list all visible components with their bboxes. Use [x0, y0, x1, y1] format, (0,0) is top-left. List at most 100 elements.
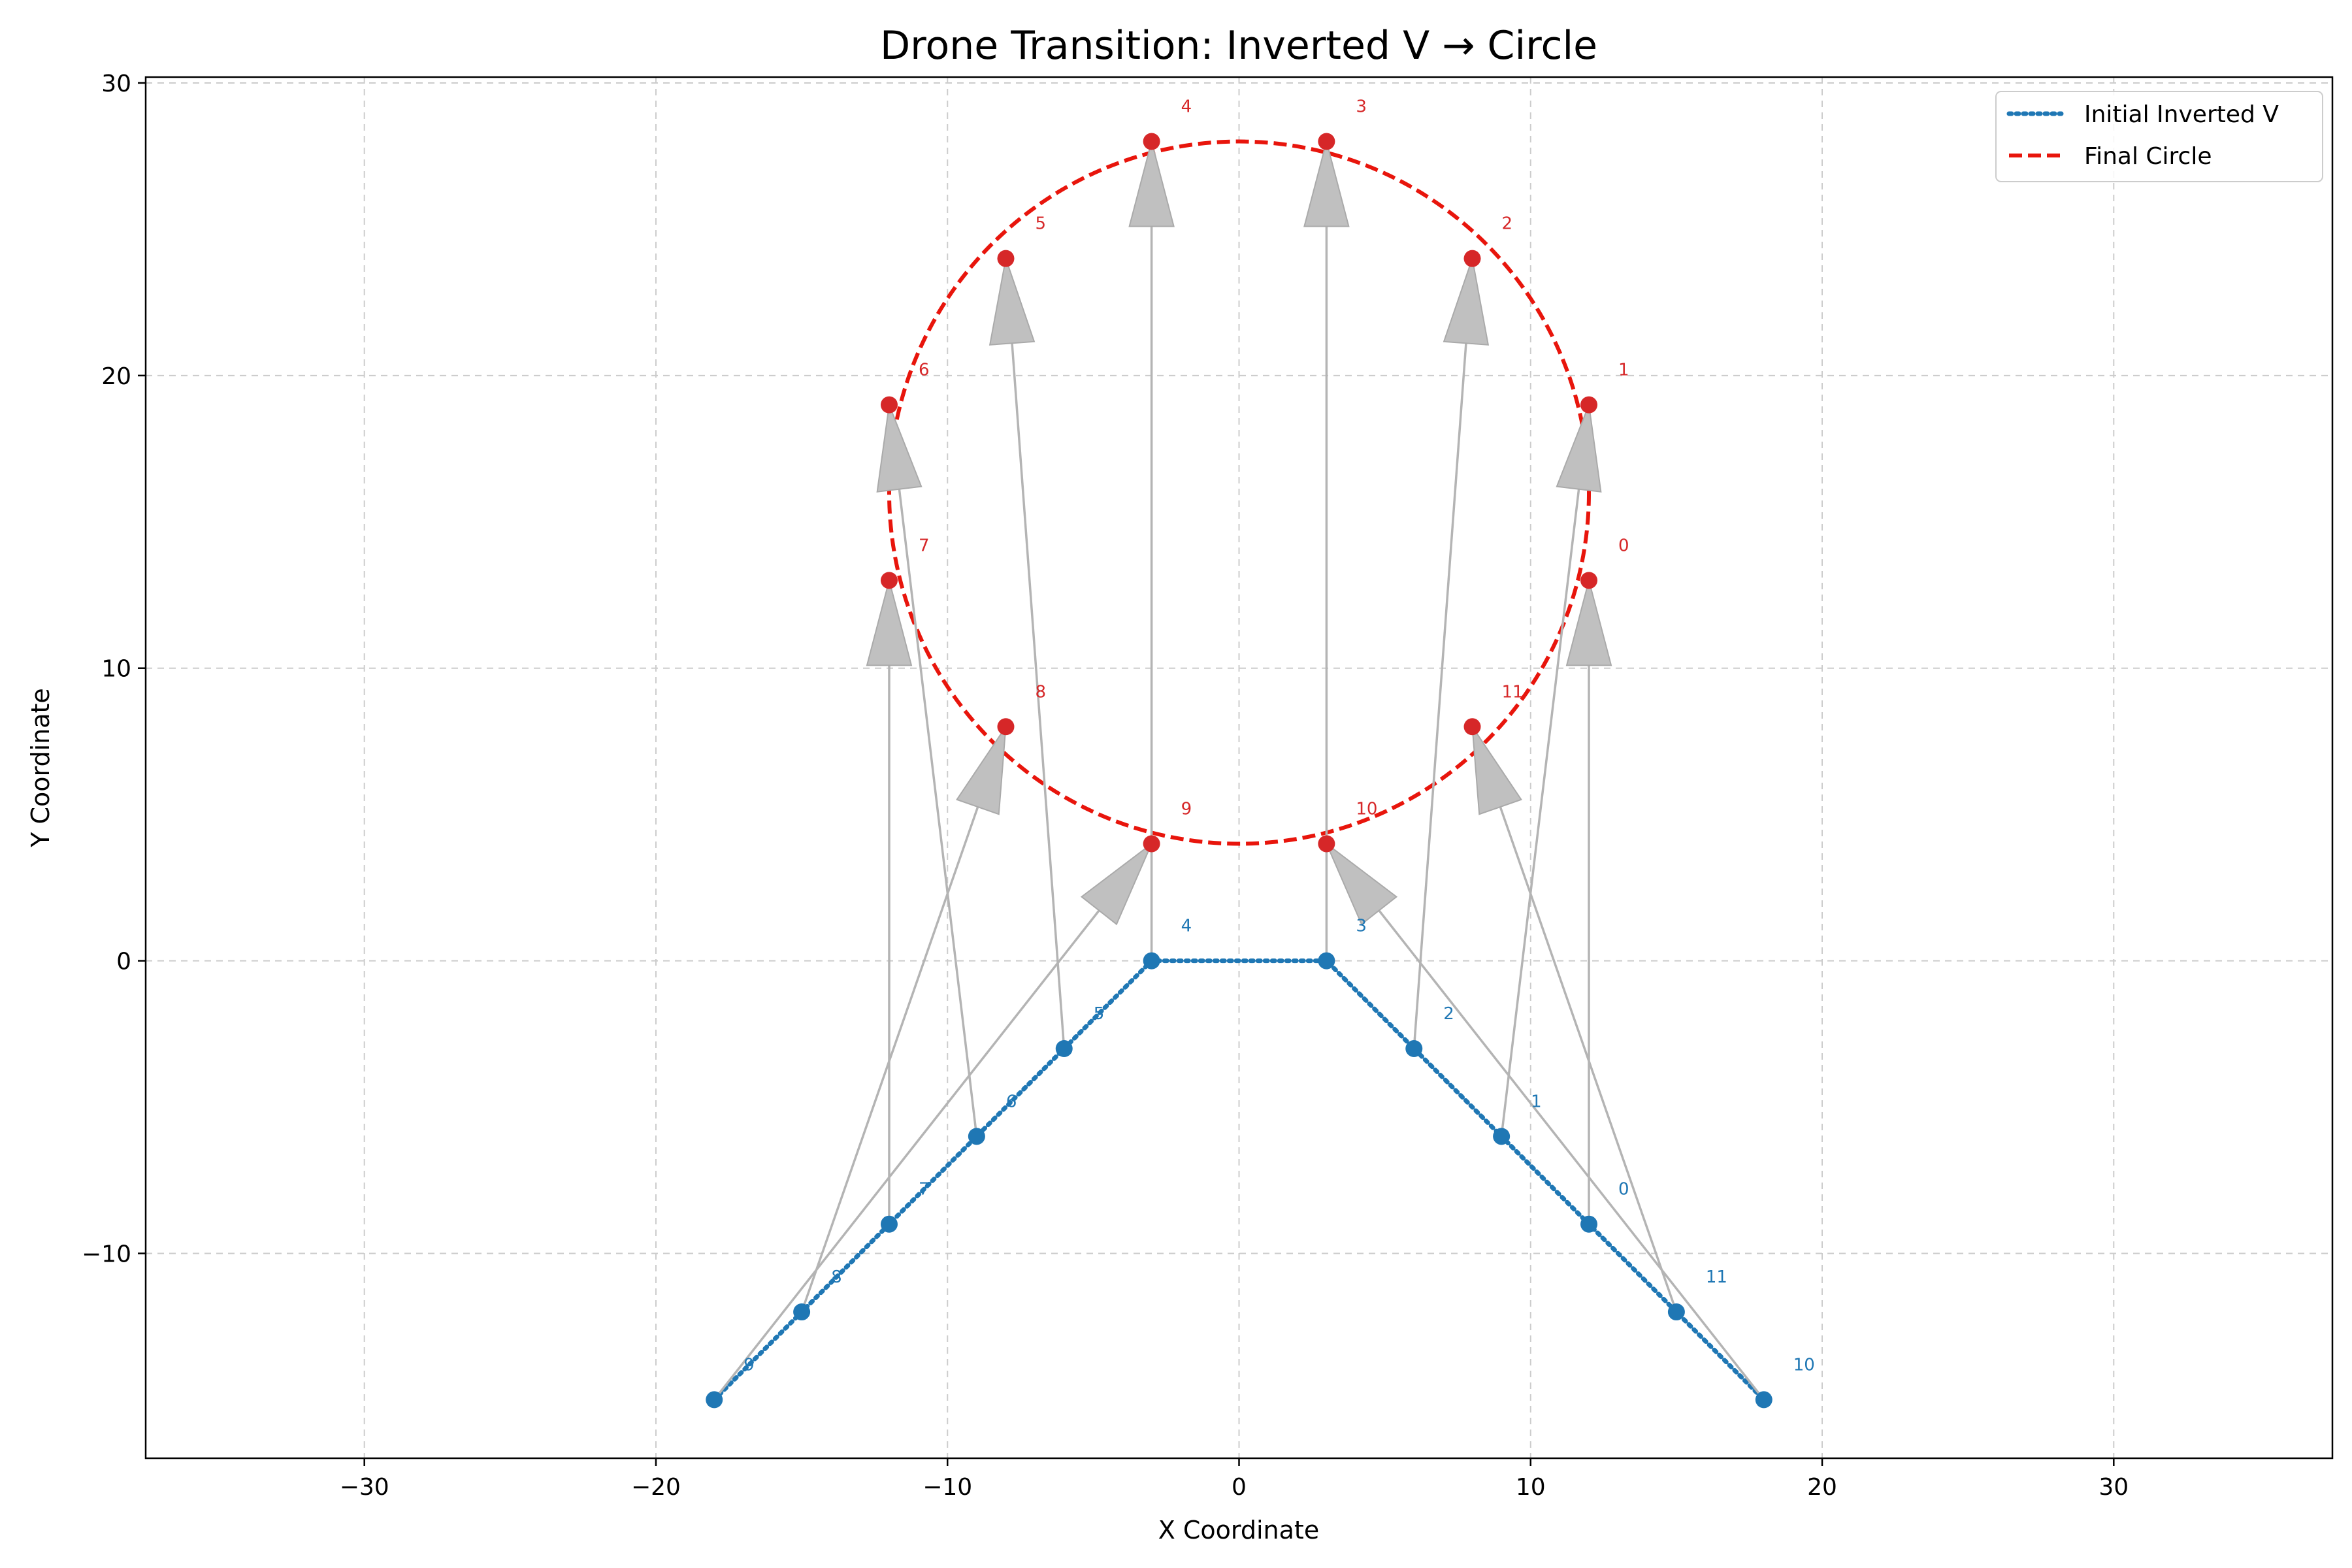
- final-point: [1463, 718, 1481, 736]
- initial-point-label: 6: [1006, 1092, 1017, 1111]
- final-point-label: 7: [919, 536, 930, 555]
- arrow-shaft: [1413, 343, 1467, 1049]
- legend: Initial Inverted V Final Circle: [1995, 91, 2323, 182]
- arrow-head: [988, 255, 1036, 346]
- legend-label-initial: Initial Inverted V: [2084, 101, 2279, 128]
- initial-point: [793, 1303, 811, 1321]
- final-point-label: 2: [1502, 214, 1513, 234]
- final-point: [997, 718, 1015, 736]
- initial-point: [1055, 1039, 1073, 1057]
- arrow-head: [1565, 578, 1612, 666]
- initial-v-line: [711, 958, 1767, 1402]
- final-point-label: 10: [1356, 799, 1377, 819]
- final-point: [1143, 133, 1160, 150]
- final-point-label: 1: [1618, 361, 1629, 380]
- arrow-head: [876, 402, 923, 493]
- initial-point-label: 7: [919, 1180, 930, 1200]
- arrow-head: [1128, 139, 1175, 227]
- y-tick-label: 20: [101, 363, 131, 390]
- x-axis-label: X Coordinate: [1158, 1516, 1319, 1544]
- arrow-head: [1303, 139, 1350, 227]
- final-point: [1143, 835, 1160, 853]
- y-ticks: −10 0 10 20 30: [82, 71, 146, 1267]
- transition-arrow: [866, 578, 913, 1224]
- v-line: [711, 958, 1767, 1402]
- initial-point-label: 10: [1793, 1355, 1815, 1375]
- arrow-head: [1443, 255, 1490, 346]
- transition-arrow: [876, 402, 978, 1137]
- initial-point-label: 11: [1706, 1267, 1727, 1287]
- x-tick-label: −20: [631, 1474, 681, 1501]
- initial-point: [1143, 952, 1160, 970]
- final-point: [1463, 250, 1481, 267]
- final-point-label: 8: [1035, 682, 1046, 702]
- final-point-label: 11: [1502, 682, 1524, 702]
- chart-title: Drone Transition: Inverted V → Circle: [880, 23, 1597, 69]
- initial-point-label: 8: [831, 1267, 842, 1287]
- initial-point: [1755, 1391, 1772, 1409]
- final-point-label: 4: [1181, 97, 1192, 117]
- point-labels: 0 1 2 3 4 5 6 7 8 9 10 11 0 1 2 3 4 5 6 7 8 9 10 11: [743, 97, 1815, 1375]
- initial-point: [706, 1391, 723, 1409]
- transition-arrow: [1324, 841, 1765, 1401]
- y-axis-label: Y Coordinate: [26, 688, 55, 848]
- transition-arrow: [988, 255, 1066, 1049]
- final-circle-line: [887, 139, 1592, 846]
- initial-point-label: 4: [1181, 917, 1192, 936]
- circle-line: [887, 139, 1592, 846]
- transition-arrow: [713, 841, 1154, 1401]
- arrow-head: [1556, 402, 1602, 493]
- transition-arrow: [800, 724, 1007, 1313]
- final-point: [1580, 396, 1598, 414]
- arrow-shaft: [1499, 806, 1678, 1313]
- x-tick-label: 20: [1807, 1474, 1837, 1501]
- points: [706, 133, 1772, 1409]
- final-point: [880, 572, 898, 589]
- x-tick-label: 10: [1516, 1474, 1546, 1501]
- y-tick-label: 30: [101, 71, 131, 97]
- initial-point: [968, 1128, 985, 1145]
- arrow-head: [1471, 724, 1522, 815]
- arrow-shaft: [1378, 909, 1765, 1401]
- y-tick-label: −10: [82, 1241, 131, 1267]
- arrow-shaft: [800, 806, 979, 1313]
- final-point: [997, 250, 1015, 267]
- initial-point-label: 1: [1531, 1092, 1542, 1111]
- final-point-label: 0: [1618, 536, 1629, 555]
- arrow-shaft: [1500, 489, 1580, 1137]
- initial-point-label: 3: [1356, 917, 1367, 936]
- grid: [146, 77, 2332, 1458]
- initial-point: [1580, 1215, 1598, 1233]
- transition-arrow: [1565, 578, 1612, 1224]
- arrow-head: [866, 578, 913, 666]
- initial-point-label: 0: [1618, 1180, 1629, 1200]
- initial-point: [1667, 1303, 1685, 1321]
- initial-point: [1493, 1128, 1511, 1145]
- final-point-label: 6: [919, 361, 930, 380]
- transition-arrow: [1471, 724, 1678, 1313]
- final-point-label: 3: [1356, 97, 1367, 117]
- y-tick-label: 0: [116, 949, 131, 975]
- initial-point: [1318, 952, 1335, 970]
- arrow-head: [956, 724, 1007, 815]
- arrow-head: [1324, 841, 1398, 926]
- final-point: [880, 396, 898, 414]
- arrow-shaft: [713, 909, 1100, 1401]
- final-point: [1318, 835, 1335, 853]
- transition-arrow: [1413, 255, 1490, 1049]
- transition-arrow: [1500, 402, 1602, 1137]
- final-point: [1580, 572, 1598, 589]
- x-ticks: −30 −20 −10 0 10 20 30: [340, 1458, 2129, 1501]
- initial-point: [1405, 1039, 1423, 1057]
- x-tick-label: −30: [340, 1474, 389, 1501]
- final-point-label: 9: [1181, 799, 1192, 819]
- arrow-shaft: [1011, 343, 1066, 1049]
- x-tick-label: −10: [923, 1474, 972, 1501]
- initial-point-label: 5: [1094, 1004, 1105, 1024]
- x-tick-label: 0: [1232, 1474, 1247, 1501]
- final-point: [1318, 133, 1335, 150]
- y-tick-label: 10: [101, 656, 131, 683]
- arrow-shaft: [898, 489, 978, 1137]
- legend-box: [1995, 91, 2323, 182]
